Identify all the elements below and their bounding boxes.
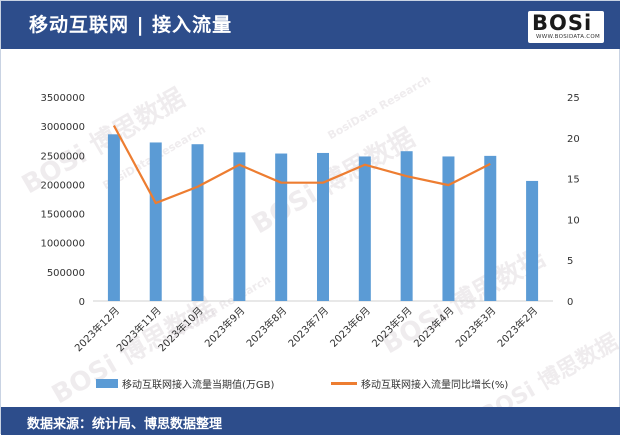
x-tick-label: 2023年2月 [494, 304, 540, 350]
y-left-tick-label: 1500000 [40, 210, 85, 221]
y-right-tick-label: 0 [567, 297, 573, 308]
legend-item-line: 移动互联网接入流量同比增长(%) [331, 376, 508, 391]
x-tick-label: 2023年6月 [327, 304, 373, 350]
bosi-logo: BOSi WWW.BOSIDATA.COM [528, 11, 604, 43]
data-source: 数据来源：统计局、博思数据整理 [27, 413, 222, 432]
bar [401, 151, 413, 301]
logo-text: BOSi [532, 11, 592, 35]
series-line [114, 126, 490, 204]
bar [359, 156, 371, 301]
y-right-tick-label: 25 [567, 93, 580, 104]
legend-label-bar: 移动互联网接入流量当期值(万GB) [122, 376, 274, 391]
legend-swatch-bar [96, 379, 118, 388]
y-left-tick-label: 1000000 [40, 239, 85, 250]
bar [317, 153, 329, 301]
bar [108, 134, 120, 301]
x-tick-label: 2023年4月 [411, 304, 457, 350]
logo-subtext: WWW.BOSIDATA.COM [536, 34, 600, 40]
bar [526, 181, 538, 301]
header-bar: 移动互联网 | 接入流量 BOSi WWW.BOSIDATA.COM [1, 1, 620, 49]
chart-plot: 3500000 3000000 2500000 2000000 1500000 10000… [1, 49, 620, 379]
y-right-tick-label: 10 [567, 215, 580, 226]
y-right-tick-label: 15 [567, 175, 580, 186]
x-tick-label: 2023年9月 [202, 304, 248, 350]
bar [484, 156, 496, 301]
x-tick-label: 2023年7月 [285, 304, 331, 350]
x-tick-label: 2023年3月 [453, 304, 499, 350]
bar [192, 144, 204, 301]
y-left-tick-label: 3500000 [40, 93, 85, 104]
y-left-tick-label: 3000000 [40, 122, 85, 133]
y-right-tick-label: 20 [567, 134, 580, 145]
legend-label-line: 移动互联网接入流量同比增长(%) [361, 376, 508, 391]
y-left-tick-label: 2000000 [40, 180, 85, 191]
y-right-tick-label: 5 [567, 256, 573, 267]
page-title: 移动互联网 | 接入流量 [29, 10, 232, 37]
bar [442, 156, 454, 301]
chart-legend: 移动互联网接入流量当期值(万GB) 移动互联网接入流量同比增长(%) [1, 376, 620, 396]
legend-item-bar: 移动互联网接入流量当期值(万GB) [96, 376, 274, 391]
legend-swatch-line [331, 382, 357, 385]
x-tick-label: 2023年10月 [155, 304, 205, 354]
y-left-tick-label: 500000 [47, 268, 85, 279]
x-tick-label: 2023年5月 [369, 304, 415, 350]
y-left-tick-label: 2500000 [40, 151, 85, 162]
bar [150, 142, 162, 301]
y-left-tick-label: 0 [79, 297, 85, 308]
bar [275, 154, 287, 301]
footer-bar: 数据来源：统计局、博思数据整理 [1, 407, 620, 435]
x-tick-label: 2023年8月 [243, 304, 289, 350]
bar [233, 152, 245, 301]
